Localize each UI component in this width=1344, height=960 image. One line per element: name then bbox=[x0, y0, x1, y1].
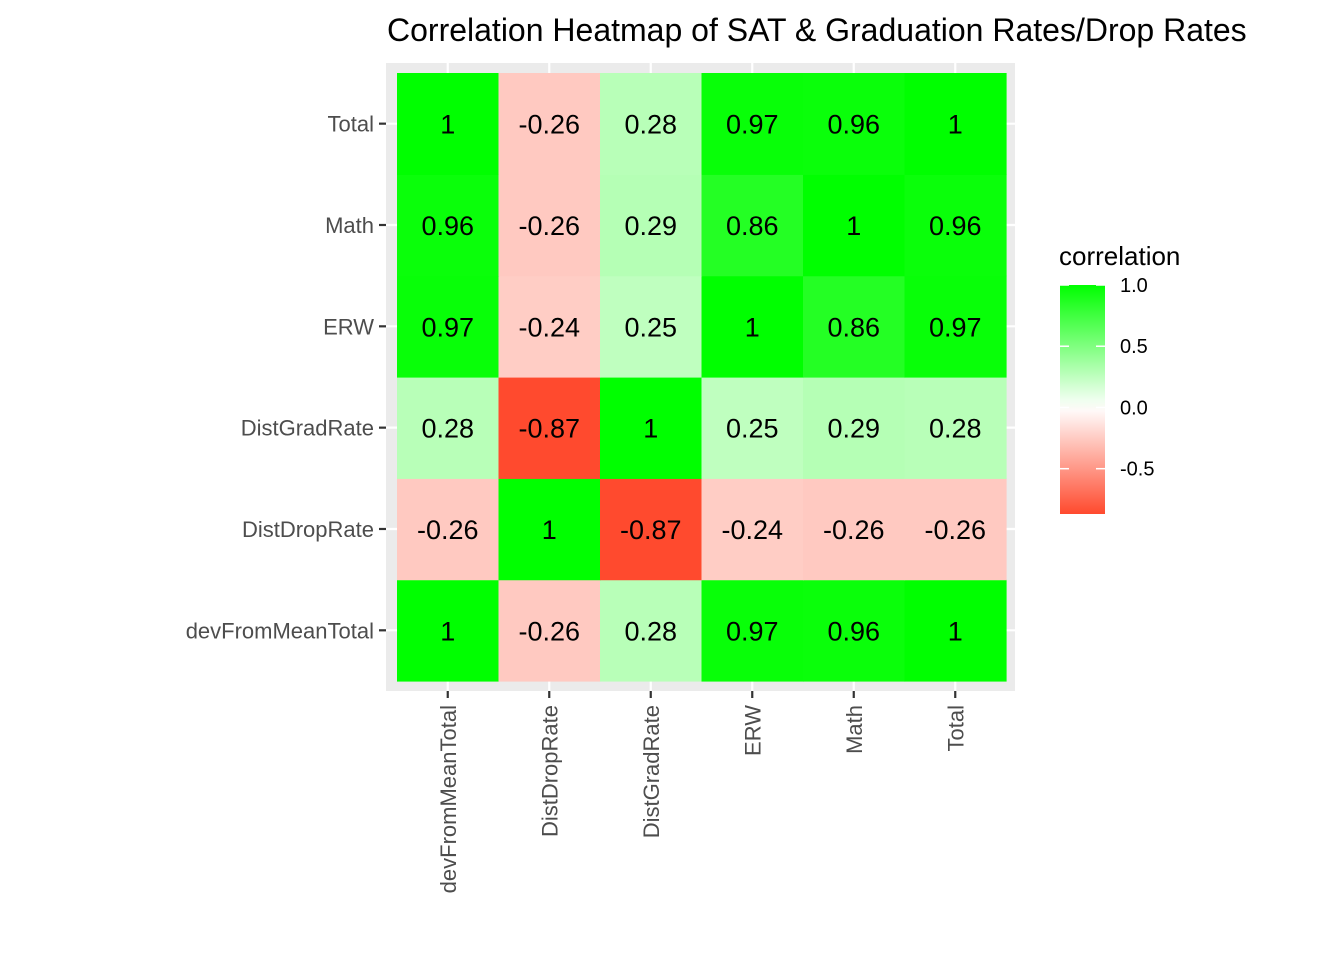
y-axis: devFromMeanTotal DistDropRate DistGradRate… bbox=[186, 112, 386, 643]
legend-title: correlation bbox=[1059, 241, 1180, 271]
y-tick-label: ERW bbox=[323, 314, 374, 339]
heatmap-cell bbox=[701, 174, 804, 277]
cell-value-label: 1 bbox=[846, 211, 861, 241]
cell-value-label: 0.25 bbox=[726, 414, 779, 444]
heatmap-cell bbox=[701, 376, 804, 479]
cell-value-label: -0.87 bbox=[620, 515, 682, 545]
heatmap-cell bbox=[498, 579, 601, 682]
cell-value-label: -0.87 bbox=[518, 414, 580, 444]
heatmap-cell bbox=[904, 478, 1007, 581]
cell-value-label: 1 bbox=[542, 515, 557, 545]
cell-value-label: 1 bbox=[440, 616, 455, 646]
heatmap-cell bbox=[397, 579, 500, 682]
heatmap-cell bbox=[600, 174, 703, 277]
cell-value-label: 1 bbox=[440, 110, 455, 140]
heatmap-cell bbox=[600, 579, 703, 682]
heatmap-cell bbox=[498, 174, 601, 277]
heatmap-cell bbox=[803, 376, 906, 479]
cell-value-label: 0.29 bbox=[827, 414, 880, 444]
cell-value-label: 0.28 bbox=[624, 616, 677, 646]
heatmap-cell bbox=[803, 73, 906, 175]
heatmap-cell bbox=[701, 275, 804, 378]
cell-value-label: 0.25 bbox=[624, 312, 677, 342]
x-tick-label: Math bbox=[842, 705, 867, 754]
x-tick-label: DistGradRate bbox=[639, 705, 664, 838]
heatmap-cell bbox=[397, 174, 500, 277]
cell-value-label: 0.96 bbox=[421, 211, 474, 241]
cell-value-label: -0.26 bbox=[518, 616, 580, 646]
heatmap-cell bbox=[701, 73, 804, 175]
heatmap-cell bbox=[498, 73, 601, 175]
cell-value-label: 0.97 bbox=[929, 312, 982, 342]
legend-break-label: 1.0 bbox=[1120, 275, 1148, 297]
cell-value-label: -0.26 bbox=[823, 515, 885, 545]
heatmap-cell bbox=[397, 73, 500, 175]
x-axis: devFromMeanTotal DistDropRate DistGradRate… bbox=[436, 691, 968, 893]
chart-title: Correlation Heatmap of SAT & Graduation … bbox=[387, 12, 1247, 48]
cell-value-label: -0.26 bbox=[417, 515, 479, 545]
heatmap-cell bbox=[600, 73, 703, 175]
heatmap-cell bbox=[498, 376, 601, 479]
cell-value-label: -0.24 bbox=[518, 312, 580, 342]
y-tick-label: Total bbox=[328, 112, 374, 137]
cell-value-label: 0.96 bbox=[929, 211, 982, 241]
cell-value-label: 0.28 bbox=[421, 414, 474, 444]
x-tick-label: ERW bbox=[740, 705, 765, 756]
cell-value-label: 0.97 bbox=[421, 312, 474, 342]
heatmap-cell bbox=[498, 478, 601, 581]
heatmap-cell bbox=[397, 478, 500, 581]
cell-value-label: 0.97 bbox=[726, 616, 779, 646]
heatmap-cell bbox=[701, 579, 804, 682]
legend-break-label: -0.5 bbox=[1120, 459, 1154, 481]
color-legend: correlation 1.0 0.5 0.0 -0.5 bbox=[1059, 241, 1180, 514]
cell-value-label: 0.96 bbox=[827, 110, 880, 140]
legend-break-label: 0.0 bbox=[1120, 397, 1148, 419]
cell-value-label: 1 bbox=[643, 414, 658, 444]
heatmap-cell bbox=[904, 174, 1007, 277]
heatmap-cell bbox=[600, 478, 703, 581]
x-tick-label: Total bbox=[943, 705, 968, 751]
heatmap-cell bbox=[904, 376, 1007, 479]
cell-value-label: 1 bbox=[948, 616, 963, 646]
legend-break-label: 0.5 bbox=[1120, 336, 1148, 358]
heatmap-cell bbox=[397, 376, 500, 479]
heatmap-cell bbox=[397, 275, 500, 378]
y-tick-label: DistDropRate bbox=[242, 517, 374, 542]
cell-value-label: -0.26 bbox=[518, 110, 580, 140]
heatmap-cell-labels: 1 -0.26 0.28 0.97 0.96 1 -0.26 1 -0.87 -0.24 -0.26… bbox=[417, 110, 986, 647]
cell-value-label: -0.26 bbox=[518, 211, 580, 241]
y-tick-label: Math bbox=[325, 213, 374, 238]
cell-value-label: 0.86 bbox=[827, 312, 880, 342]
legend-colorbar bbox=[1060, 285, 1105, 514]
cell-value-label: -0.26 bbox=[924, 515, 986, 545]
heatmap-cell bbox=[498, 275, 601, 378]
cell-value-label: 1 bbox=[948, 110, 963, 140]
y-tick-label: devFromMeanTotal bbox=[186, 618, 374, 643]
heatmap-cells bbox=[397, 73, 1007, 682]
cell-value-label: -0.24 bbox=[721, 515, 783, 545]
heatmap-cell bbox=[904, 275, 1007, 378]
cell-value-label: 0.28 bbox=[929, 414, 982, 444]
cell-value-label: 0.28 bbox=[624, 110, 677, 140]
y-tick-label: DistGradRate bbox=[241, 416, 374, 441]
cell-value-label: 0.97 bbox=[726, 110, 779, 140]
legend-ticks: 1.0 0.5 0.0 -0.5 bbox=[1060, 275, 1154, 481]
cell-value-label: 0.96 bbox=[827, 616, 880, 646]
heatmap-cell bbox=[803, 174, 906, 277]
heatmap-cell bbox=[600, 376, 703, 479]
heatmap-cell bbox=[803, 478, 906, 581]
heatmap-cell bbox=[803, 275, 906, 378]
x-tick-label: devFromMeanTotal bbox=[436, 705, 461, 893]
cell-value-label: 1 bbox=[745, 312, 760, 342]
heatmap-cell bbox=[803, 579, 906, 682]
heatmap-cell bbox=[600, 275, 703, 378]
cell-value-label: 0.29 bbox=[624, 211, 677, 241]
x-tick-label: DistDropRate bbox=[537, 705, 562, 837]
heatmap-cell bbox=[904, 73, 1007, 175]
heatmap-cell bbox=[701, 478, 804, 581]
cell-value-label: 0.86 bbox=[726, 211, 779, 241]
heatmap-cell bbox=[904, 579, 1007, 682]
